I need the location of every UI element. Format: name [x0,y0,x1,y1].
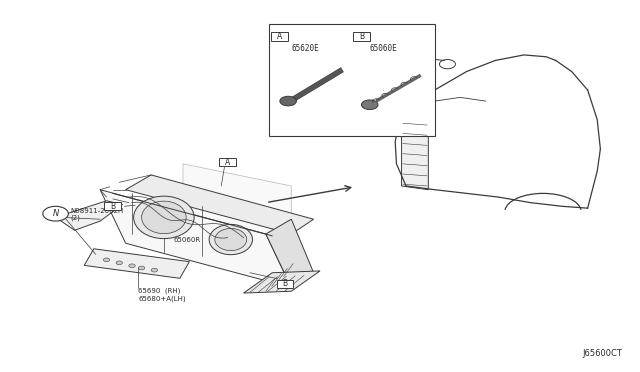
Polygon shape [125,175,314,234]
Circle shape [280,96,296,106]
Text: 65620E: 65620E [291,44,319,53]
Bar [271,32,288,41]
Bar [269,23,435,136]
Text: J65600CT: J65600CT [583,349,623,358]
Text: A: A [225,157,230,167]
Circle shape [129,264,135,267]
Circle shape [103,258,109,262]
Circle shape [151,268,157,272]
Text: N: N [52,209,59,218]
Ellipse shape [209,224,252,255]
Bar [104,202,122,211]
Text: B: B [282,279,287,288]
Text: 65690  (RH): 65690 (RH) [138,288,180,295]
Text: A: A [277,32,282,41]
Polygon shape [183,164,291,249]
Circle shape [43,206,68,221]
Text: 65680+A(LH): 65680+A(LH) [138,295,186,302]
Polygon shape [84,249,189,278]
Polygon shape [56,201,122,230]
Circle shape [362,100,378,110]
Bar [353,32,370,41]
Text: B: B [359,32,364,41]
Ellipse shape [134,196,194,238]
Ellipse shape [141,201,186,234]
Bar [276,280,293,288]
Text: 65060E: 65060E [370,44,397,53]
Text: 65060R: 65060R [173,237,200,243]
Circle shape [138,266,145,270]
Text: (2): (2) [70,215,80,221]
Polygon shape [401,105,428,190]
Ellipse shape [215,228,246,251]
Polygon shape [266,219,314,288]
Bar [219,158,236,166]
Text: N08911-2062H: N08911-2062H [70,208,124,214]
Circle shape [116,261,122,264]
Polygon shape [100,190,291,288]
Text: B: B [110,202,115,211]
Polygon shape [244,271,320,293]
